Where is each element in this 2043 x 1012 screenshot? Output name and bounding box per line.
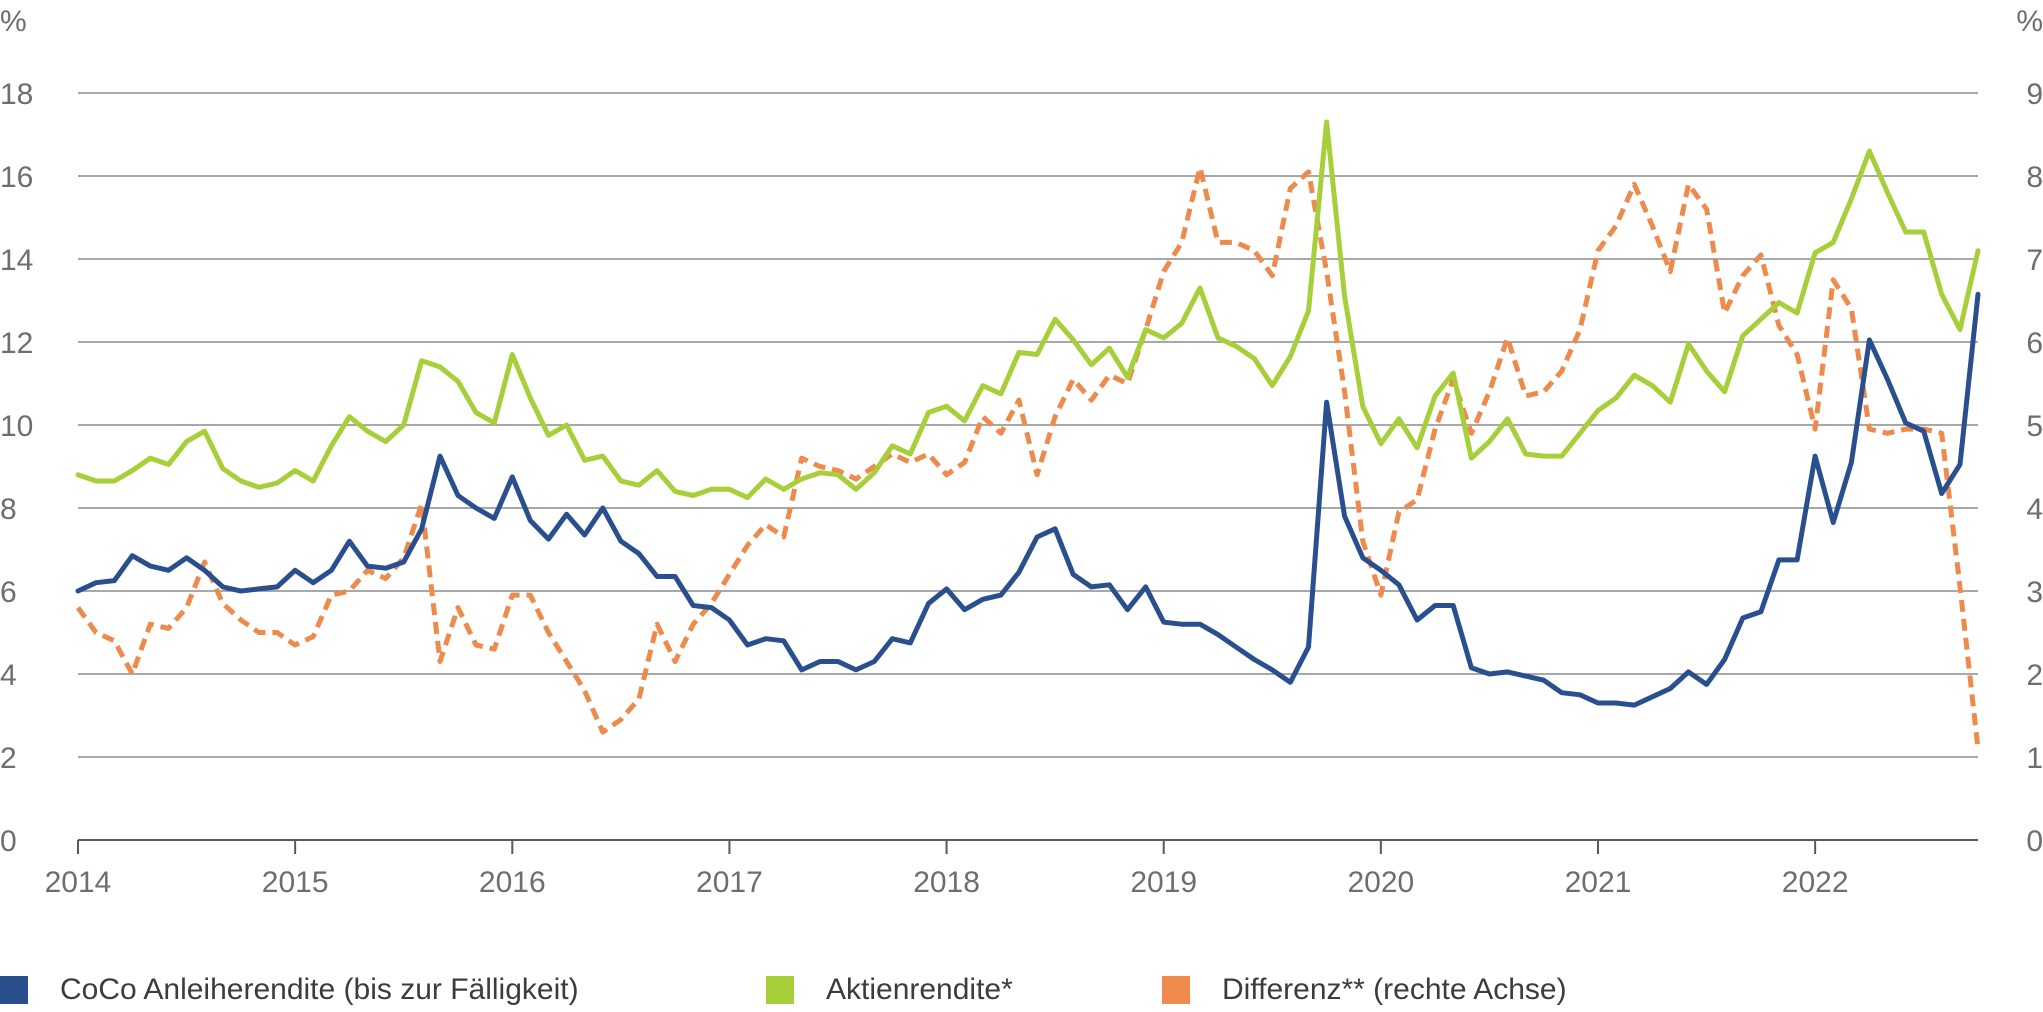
x-axis: 2014 2015 2016 2017 2018 2019 2020 2021 2022 [45, 839, 1978, 899]
series-line-0 [75, 291, 1981, 708]
right-axis-tick-labels: 0 1 2 3 4 5 6 7 8 9 [2026, 78, 2043, 858]
right-tick-label: 3 [2026, 576, 2043, 609]
legend-swatch-differenz [1162, 976, 1190, 1004]
right-tick-label: 4 [2026, 493, 2043, 526]
left-axis-unit: % [0, 5, 27, 38]
right-tick-label: 2 [2026, 659, 2043, 692]
right-axis-unit: % [2016, 5, 2043, 38]
right-tick-label: 8 [2026, 161, 2043, 194]
legend: CoCo Anleiherendite (bis zur Fälligkeit)… [0, 968, 2043, 1012]
x-tick-label: 2015 [262, 866, 329, 899]
legend-item-aktien: Aktienrendite* [766, 968, 1013, 1012]
series-line-1 [75, 119, 1981, 501]
right-tick-label: 6 [2026, 327, 2043, 360]
series-lines [75, 119, 1981, 749]
right-tick-label: 7 [2026, 244, 2043, 277]
right-tick-label: 9 [2026, 78, 2043, 111]
x-tick-label: 2018 [913, 866, 980, 899]
x-tick-label: 2014 [45, 866, 112, 899]
legend-swatch-aktien [766, 976, 794, 1004]
left-tick-label: 8 [0, 493, 17, 526]
legend-swatch-coco [0, 976, 28, 1004]
x-tick-label: 2022 [1782, 866, 1849, 899]
legend-label-differenz: Differenz** (rechte Achse) [1222, 973, 1567, 1006]
left-tick-label: 6 [0, 576, 17, 609]
gridlines [78, 92, 1978, 758]
legend-label-coco: CoCo Anleiherendite (bis zur Fälligkeit) [60, 973, 579, 1006]
right-tick-label: 0 [2026, 825, 2043, 858]
x-tick-label: 2016 [479, 866, 546, 899]
right-tick-label: 5 [2026, 410, 2043, 443]
series-line-2 [75, 165, 1981, 749]
left-tick-label: 16 [0, 161, 33, 194]
left-axis-tick-labels: 0 2 4 6 8 10 12 14 16 18 [0, 78, 33, 858]
legend-label-aktien: Aktienrendite* [826, 973, 1013, 1006]
left-tick-label: 10 [0, 410, 33, 443]
x-tick-label: 2020 [1347, 866, 1414, 899]
left-tick-label: 18 [0, 78, 33, 111]
left-tick-label: 14 [0, 244, 33, 277]
left-tick-label: 0 [0, 825, 17, 858]
left-tick-label: 12 [0, 327, 33, 360]
x-tick-label: 2021 [1565, 866, 1632, 899]
x-tick-label: 2019 [1130, 866, 1197, 899]
left-tick-label: 2 [0, 742, 17, 775]
legend-item-differenz: Differenz** (rechte Achse) [1162, 968, 1567, 1012]
right-tick-label: 1 [2026, 742, 2043, 775]
left-tick-label: 4 [0, 659, 17, 692]
legend-item-coco: CoCo Anleiherendite (bis zur Fälligkeit) [0, 968, 579, 1012]
x-tick-label: 2017 [696, 866, 763, 899]
